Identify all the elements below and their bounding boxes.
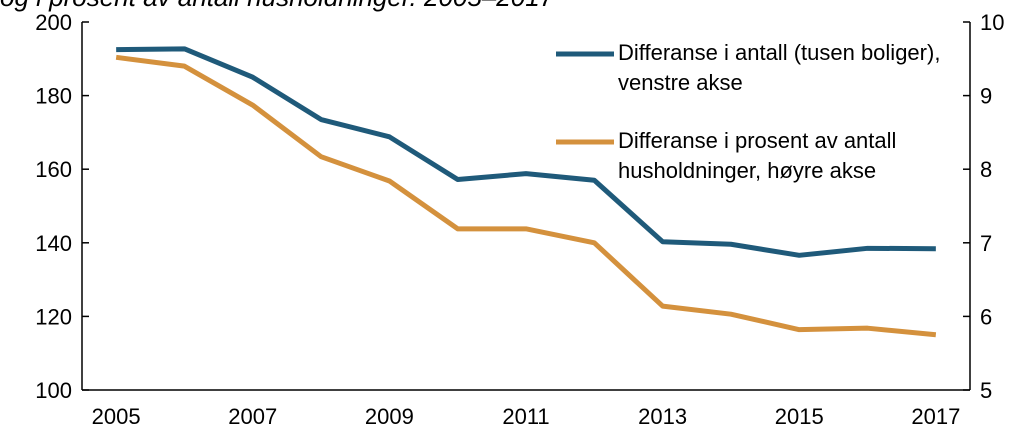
x-tick-label: 2017 xyxy=(911,404,960,429)
x-tick-label: 2009 xyxy=(365,404,414,429)
x-tick-label: 2015 xyxy=(775,404,824,429)
y-tick-label: 180 xyxy=(35,84,72,109)
y-tick-label: 200 xyxy=(35,10,72,35)
x-tick-label: 2013 xyxy=(638,404,687,429)
series-line xyxy=(115,54,937,338)
y2-tick-label: 7 xyxy=(980,231,992,256)
y2-tick-label: 8 xyxy=(980,157,992,182)
y2-tick-label: 9 xyxy=(980,84,992,109)
y2-tick-label: 5 xyxy=(980,378,992,403)
x-tick-label: 2011 xyxy=(502,404,549,429)
y2-tick-label: 6 xyxy=(980,304,992,329)
legend-label: Differanse i antall (tusen boliger), ven… xyxy=(618,40,941,95)
y-tick-label: 160 xyxy=(35,157,72,182)
y-tick-label: 140 xyxy=(35,231,72,256)
x-tick-label: 2007 xyxy=(228,404,277,429)
x-tick-label: 2005 xyxy=(92,404,141,429)
y-tick-label: 100 xyxy=(35,378,72,403)
chart-title: og i prosent av antall husholdninger. 20… xyxy=(0,0,556,12)
y-tick-label: 120 xyxy=(35,304,72,329)
y2-tick-label: 10 xyxy=(980,10,1004,35)
legend-label: Differanse i prosent av antall husholdni… xyxy=(618,128,897,183)
series-line xyxy=(116,46,936,258)
